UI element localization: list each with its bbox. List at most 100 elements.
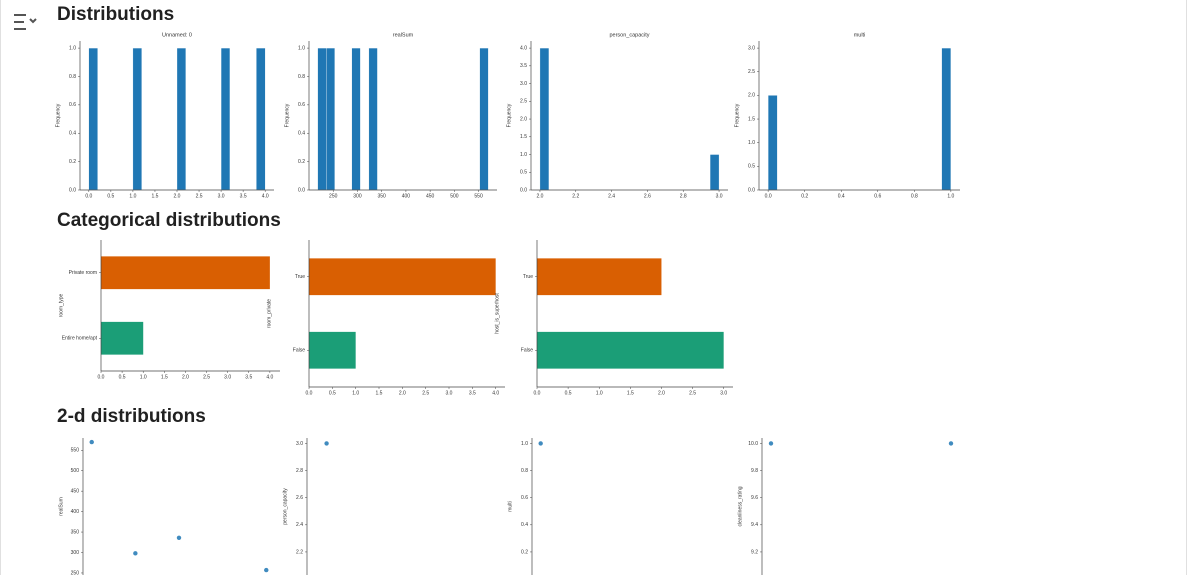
x-tick-label: 3.5 bbox=[469, 390, 476, 396]
y-tick-label: 1.0 bbox=[520, 152, 527, 158]
y-tick-label: 1.0 bbox=[748, 140, 755, 146]
x-tick-label: 3.5 bbox=[245, 374, 252, 380]
section-title: Categorical distributions bbox=[57, 210, 281, 231]
y-tick-label: 0.4 bbox=[69, 131, 76, 137]
x-tick-label: 0.4 bbox=[838, 193, 845, 199]
x-tick-label: 0.2 bbox=[801, 193, 808, 199]
scatter-point bbox=[264, 567, 269, 573]
y-tick-label: 2.0 bbox=[520, 116, 527, 122]
y-tick-label: 0.0 bbox=[520, 187, 527, 193]
x-tick-label: 1.5 bbox=[151, 193, 158, 199]
x-tick-label: 2.8 bbox=[680, 193, 687, 199]
y-axis-label: host_is_superhost bbox=[494, 293, 500, 334]
category-label: True bbox=[523, 274, 533, 280]
y-tick-label: 0.4 bbox=[521, 522, 528, 528]
category-label: True bbox=[295, 274, 305, 280]
x-tick-label: 0.0 bbox=[765, 193, 772, 199]
y-tick-label: 0.0 bbox=[69, 187, 76, 193]
x-tick-label: 3.0 bbox=[224, 374, 231, 380]
y-tick-label: 2.5 bbox=[520, 99, 527, 105]
x-tick-label: 0.0 bbox=[534, 390, 541, 396]
x-tick-label: 2.5 bbox=[689, 390, 696, 396]
output-toggle-icon[interactable] bbox=[14, 14, 37, 30]
y-tick-label: 3.0 bbox=[296, 441, 303, 447]
bar bbox=[537, 331, 724, 369]
y-tick-label: 0.2 bbox=[298, 159, 305, 165]
x-tick-label: 3.5 bbox=[240, 193, 247, 199]
x-tick-label: 0.0 bbox=[85, 193, 92, 199]
scatter-point bbox=[89, 439, 94, 445]
y-tick-label: 0.2 bbox=[69, 159, 76, 165]
y-tick-label: 500 bbox=[71, 468, 80, 474]
x-tick-label: 1.0 bbox=[129, 193, 136, 199]
scatter-point bbox=[133, 551, 138, 556]
y-tick-label: 0.6 bbox=[69, 102, 76, 108]
histogram-bar bbox=[709, 154, 720, 191]
y-tick-label: 9.8 bbox=[751, 468, 758, 474]
y-tick-label: 3.5 bbox=[520, 63, 527, 69]
y-tick-label: 0.5 bbox=[748, 164, 755, 170]
x-tick-label: 0.5 bbox=[329, 390, 336, 396]
x-tick-label: 0.5 bbox=[107, 193, 114, 199]
x-tick-label: 0.0 bbox=[306, 390, 313, 396]
y-tick-label: 300 bbox=[71, 550, 80, 556]
bar bbox=[537, 258, 662, 296]
y-tick-label: 2.5 bbox=[748, 69, 755, 75]
scatter-point bbox=[538, 441, 543, 446]
category-label: False bbox=[521, 348, 533, 354]
x-tick-label: 250 bbox=[329, 193, 338, 199]
x-tick-label: 0.0 bbox=[98, 374, 105, 380]
x-tick-label: 2.2 bbox=[572, 193, 579, 199]
y-tick-label: 250 bbox=[71, 570, 80, 575]
y-tick-label: 2.2 bbox=[296, 549, 303, 555]
bar bbox=[309, 331, 356, 369]
category-label: Entire home/apt bbox=[62, 336, 98, 342]
scatter-point bbox=[324, 441, 329, 446]
y-tick-label: 2.6 bbox=[296, 495, 303, 501]
y-tick-label: 2.4 bbox=[296, 522, 303, 528]
x-tick-label: 4.0 bbox=[262, 193, 269, 199]
x-tick-label: 2.0 bbox=[182, 374, 189, 380]
y-axis-label: person_capacity bbox=[282, 488, 288, 525]
y-tick-label: 400 bbox=[71, 509, 80, 515]
x-tick-label: 0.5 bbox=[565, 390, 572, 396]
x-tick-label: 2.0 bbox=[399, 390, 406, 396]
y-tick-label: 550 bbox=[71, 448, 80, 454]
x-tick-label: 2.0 bbox=[658, 390, 665, 396]
y-tick-label: 0.0 bbox=[298, 187, 305, 193]
histogram-bar bbox=[368, 47, 378, 191]
y-axis-label: realSum bbox=[58, 497, 64, 516]
histogram-bar bbox=[220, 47, 231, 191]
y-axis-label: Frequency bbox=[734, 103, 740, 127]
chart-title: person_capacity bbox=[609, 32, 649, 38]
x-tick-label: 3.0 bbox=[446, 390, 453, 396]
y-tick-label: 9.2 bbox=[751, 549, 758, 555]
y-tick-label: 0.0 bbox=[748, 187, 755, 193]
x-tick-label: 3.0 bbox=[716, 193, 723, 199]
y-tick-label: 4.0 bbox=[520, 45, 527, 51]
y-axis-label: Frequency bbox=[506, 103, 512, 127]
x-tick-label: 300 bbox=[353, 193, 362, 199]
y-tick-label: 0.6 bbox=[298, 102, 305, 108]
x-tick-label: 1.0 bbox=[352, 390, 359, 396]
y-tick-label: 1.5 bbox=[520, 134, 527, 140]
y-tick-label: 350 bbox=[71, 529, 80, 535]
x-tick-label: 2.0 bbox=[174, 193, 181, 199]
histogram-bar bbox=[351, 47, 361, 191]
histogram-bar bbox=[479, 47, 489, 191]
x-tick-label: 350 bbox=[378, 193, 387, 199]
y-tick-label: 10.0 bbox=[748, 441, 758, 447]
y-tick-label: 9.4 bbox=[751, 522, 758, 528]
y-tick-label: 1.0 bbox=[69, 45, 76, 51]
x-tick-label: 450 bbox=[426, 193, 435, 199]
histogram-bar bbox=[941, 47, 952, 191]
y-tick-label: 0.8 bbox=[298, 74, 305, 80]
y-axis-label: room_private bbox=[266, 299, 272, 328]
x-tick-label: 400 bbox=[402, 193, 411, 199]
x-tick-label: 0.6 bbox=[874, 193, 881, 199]
y-tick-label: 1.0 bbox=[521, 441, 528, 447]
chart-title: Unnamed: 0 bbox=[162, 32, 192, 38]
chart-title: multi bbox=[854, 32, 866, 38]
